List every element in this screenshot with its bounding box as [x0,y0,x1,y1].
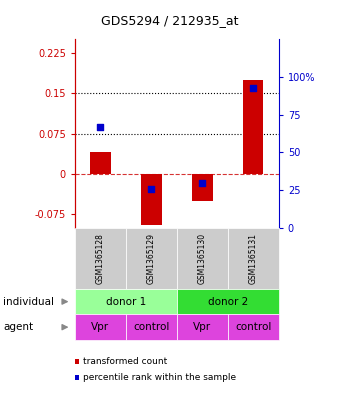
Text: Vpr: Vpr [91,322,109,332]
Text: Vpr: Vpr [193,322,211,332]
Text: percentile rank within the sample: percentile rank within the sample [83,373,236,382]
Text: individual: individual [3,297,54,307]
Text: donor 1: donor 1 [106,297,146,307]
Text: control: control [133,322,169,332]
Bar [243,80,264,174]
Point [200,180,205,186]
Bar [141,174,162,225]
Text: GSM1365131: GSM1365131 [249,233,258,284]
Text: control: control [235,322,271,332]
Text: GSM1365128: GSM1365128 [96,233,105,284]
Point [251,84,256,91]
Bar [90,152,110,174]
Point [98,124,103,130]
Text: GSM1365130: GSM1365130 [198,233,207,284]
Point [149,185,154,192]
Bar [192,174,212,201]
Text: donor 2: donor 2 [208,297,248,307]
Text: GSM1365129: GSM1365129 [147,233,156,284]
Text: GDS5294 / 212935_at: GDS5294 / 212935_at [101,15,239,28]
Text: transformed count: transformed count [83,357,167,366]
Text: agent: agent [3,322,34,332]
